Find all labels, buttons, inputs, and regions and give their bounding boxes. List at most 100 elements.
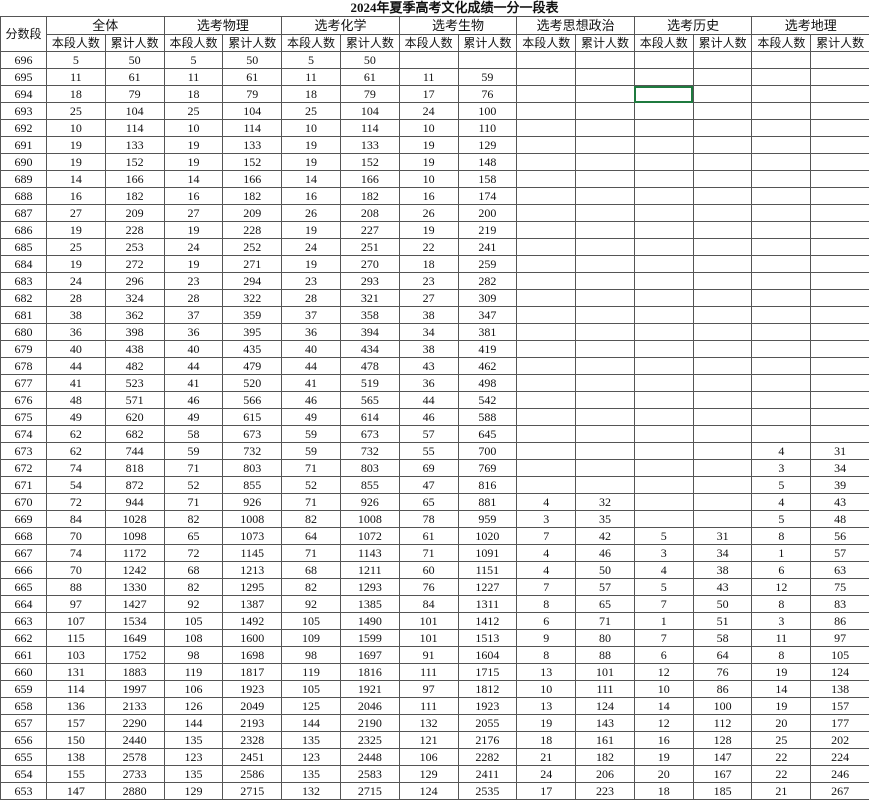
count-cell[interactable] [751,340,812,358]
count-cell[interactable] [810,374,869,392]
count-cell[interactable] [692,425,753,443]
score-cell[interactable]: 681 [0,306,47,324]
count-cell[interactable]: 35 [575,510,635,528]
count-cell[interactable]: 36 [281,323,341,341]
count-cell[interactable] [633,136,694,154]
count-cell[interactable]: 34 [398,323,459,341]
header-group[interactable]: 选考化学 [281,16,400,35]
count-cell[interactable] [633,187,694,205]
count-cell[interactable]: 61 [339,68,400,86]
count-cell[interactable] [575,238,635,256]
count-cell[interactable] [575,51,635,69]
count-cell[interactable]: 105 [810,646,869,664]
count-cell[interactable] [692,187,753,205]
count-cell[interactable]: 27 [46,204,106,222]
count-cell[interactable]: 588 [457,408,518,426]
count-cell[interactable]: 24 [516,765,577,783]
count-cell[interactable] [633,425,694,443]
count-cell[interactable]: 2190 [339,714,400,732]
count-cell[interactable]: 959 [457,510,518,528]
count-cell[interactable] [810,187,869,205]
count-cell[interactable]: 438 [104,340,165,358]
count-cell[interactable] [516,238,577,256]
count-cell[interactable]: 2715 [339,782,400,800]
count-cell[interactable]: 65 [575,595,635,613]
count-cell[interactable]: 3 [751,612,812,630]
count-cell[interactable]: 63 [810,561,869,579]
count-cell[interactable]: 2290 [104,714,165,732]
header-cumulative-count[interactable]: 累计人数 [339,34,400,52]
count-cell[interactable] [692,238,753,256]
count-cell[interactable]: 71 [281,459,341,477]
count-cell[interactable]: 253 [104,238,165,256]
score-cell[interactable]: 682 [0,289,47,307]
count-cell[interactable]: 6 [516,612,577,630]
count-cell[interactable]: 926 [339,493,400,511]
count-cell[interactable]: 25 [46,238,106,256]
count-cell[interactable] [575,102,635,120]
count-cell[interactable]: 673 [339,425,400,443]
count-cell[interactable] [810,357,869,375]
count-cell[interactable]: 18 [633,782,694,800]
count-cell[interactable] [516,204,577,222]
count-cell[interactable]: 98 [163,646,224,664]
count-cell[interactable]: 208 [339,204,400,222]
count-cell[interactable]: 21 [751,782,812,800]
count-cell[interactable]: 1534 [104,612,165,630]
count-cell[interactable] [516,425,577,443]
count-cell[interactable]: 16 [633,731,694,749]
count-cell[interactable]: 14 [751,680,812,698]
count-cell[interactable] [810,238,869,256]
count-cell[interactable]: 25 [751,731,812,749]
count-cell[interactable]: 1817 [222,663,283,681]
count-cell[interactable]: 101 [398,629,459,647]
count-cell[interactable]: 2176 [457,731,518,749]
count-cell[interactable]: 54 [46,476,106,494]
count-cell[interactable]: 56 [810,527,869,545]
count-cell[interactable]: 72 [163,544,224,562]
count-cell[interactable]: 7 [633,629,694,647]
count-cell[interactable] [751,68,812,86]
count-cell[interactable]: 28 [281,289,341,307]
count-cell[interactable]: 57 [575,578,635,596]
count-cell[interactable]: 872 [104,476,165,494]
count-cell[interactable]: 228 [104,221,165,239]
count-cell[interactable]: 14 [633,697,694,715]
count-cell[interactable]: 19 [163,153,224,171]
count-cell[interactable]: 1921 [339,680,400,698]
count-cell[interactable] [516,51,577,69]
score-cell[interactable]: 676 [0,391,47,409]
count-cell[interactable]: 1172 [104,544,165,562]
count-cell[interactable] [692,289,753,307]
count-cell[interactable] [810,153,869,171]
count-cell[interactable] [575,255,635,273]
count-cell[interactable]: 4 [516,493,577,511]
count-cell[interactable]: 321 [339,289,400,307]
count-cell[interactable] [398,51,459,69]
count-cell[interactable]: 59 [281,425,341,443]
score-cell[interactable]: 689 [0,170,47,188]
count-cell[interactable]: 68 [281,561,341,579]
score-cell[interactable]: 678 [0,357,47,375]
count-cell[interactable] [633,51,694,69]
count-cell[interactable]: 138 [46,748,106,766]
count-cell[interactable]: 152 [222,153,283,171]
count-cell[interactable]: 166 [222,170,283,188]
count-cell[interactable] [810,425,869,443]
count-cell[interactable] [633,374,694,392]
count-cell[interactable] [751,255,812,273]
count-cell[interactable] [810,221,869,239]
count-cell[interactable]: 61 [398,527,459,545]
count-cell[interactable]: 309 [457,289,518,307]
count-cell[interactable]: 224 [810,748,869,766]
count-cell[interactable]: 16 [398,187,459,205]
count-cell[interactable]: 114 [104,119,165,137]
count-cell[interactable]: 1715 [457,663,518,681]
count-cell[interactable]: 3 [751,459,812,477]
count-cell[interactable]: 1091 [457,544,518,562]
count-cell[interactable] [516,153,577,171]
count-cell[interactable]: 8 [751,527,812,545]
count-cell[interactable] [633,204,694,222]
count-cell[interactable]: 2535 [457,782,518,800]
count-cell[interactable]: 41 [163,374,224,392]
